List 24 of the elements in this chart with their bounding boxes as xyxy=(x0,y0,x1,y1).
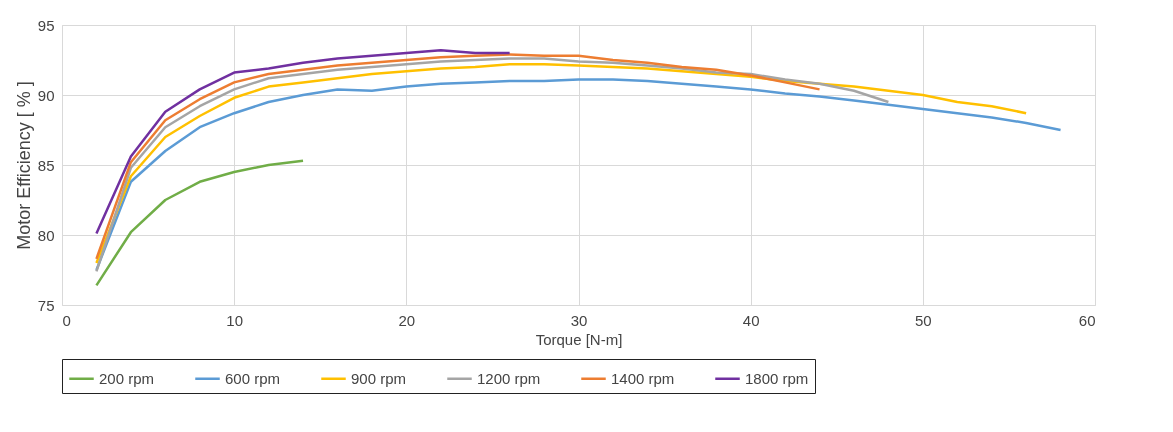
legend-label: 900 rpm xyxy=(351,369,407,387)
x-tick-label: 0 xyxy=(62,311,71,329)
x-tick-label: 40 xyxy=(742,311,760,329)
y-tick-label: 75 xyxy=(37,296,55,314)
x-tick-label: 50 xyxy=(914,311,932,329)
line-series xyxy=(95,57,890,273)
legend-label: 600 rpm xyxy=(225,369,281,387)
line-series xyxy=(95,48,511,235)
y-tick-label: 90 xyxy=(37,86,55,104)
line-series xyxy=(95,53,821,261)
x-tick-label: 60 xyxy=(1078,311,1096,329)
legend-label: 200 rpm xyxy=(99,369,155,387)
legend-label: 1800 rpm xyxy=(745,369,809,387)
x-tick-label: 20 xyxy=(398,311,416,329)
legend-label: 1200 rpm xyxy=(477,369,541,387)
y-axis-title: Motor Efficiency [ % ] xyxy=(13,81,34,250)
y-tick-label: 95 xyxy=(37,16,55,34)
y-tick-label: 85 xyxy=(37,156,55,174)
x-tick-label: 10 xyxy=(226,311,244,329)
y-tick-label: 80 xyxy=(37,226,55,244)
x-axis-title: Torque [N-m] xyxy=(535,330,623,348)
legend-label: 1400 rpm xyxy=(611,369,675,387)
x-tick-label: 30 xyxy=(570,311,588,329)
line-series xyxy=(95,159,305,287)
